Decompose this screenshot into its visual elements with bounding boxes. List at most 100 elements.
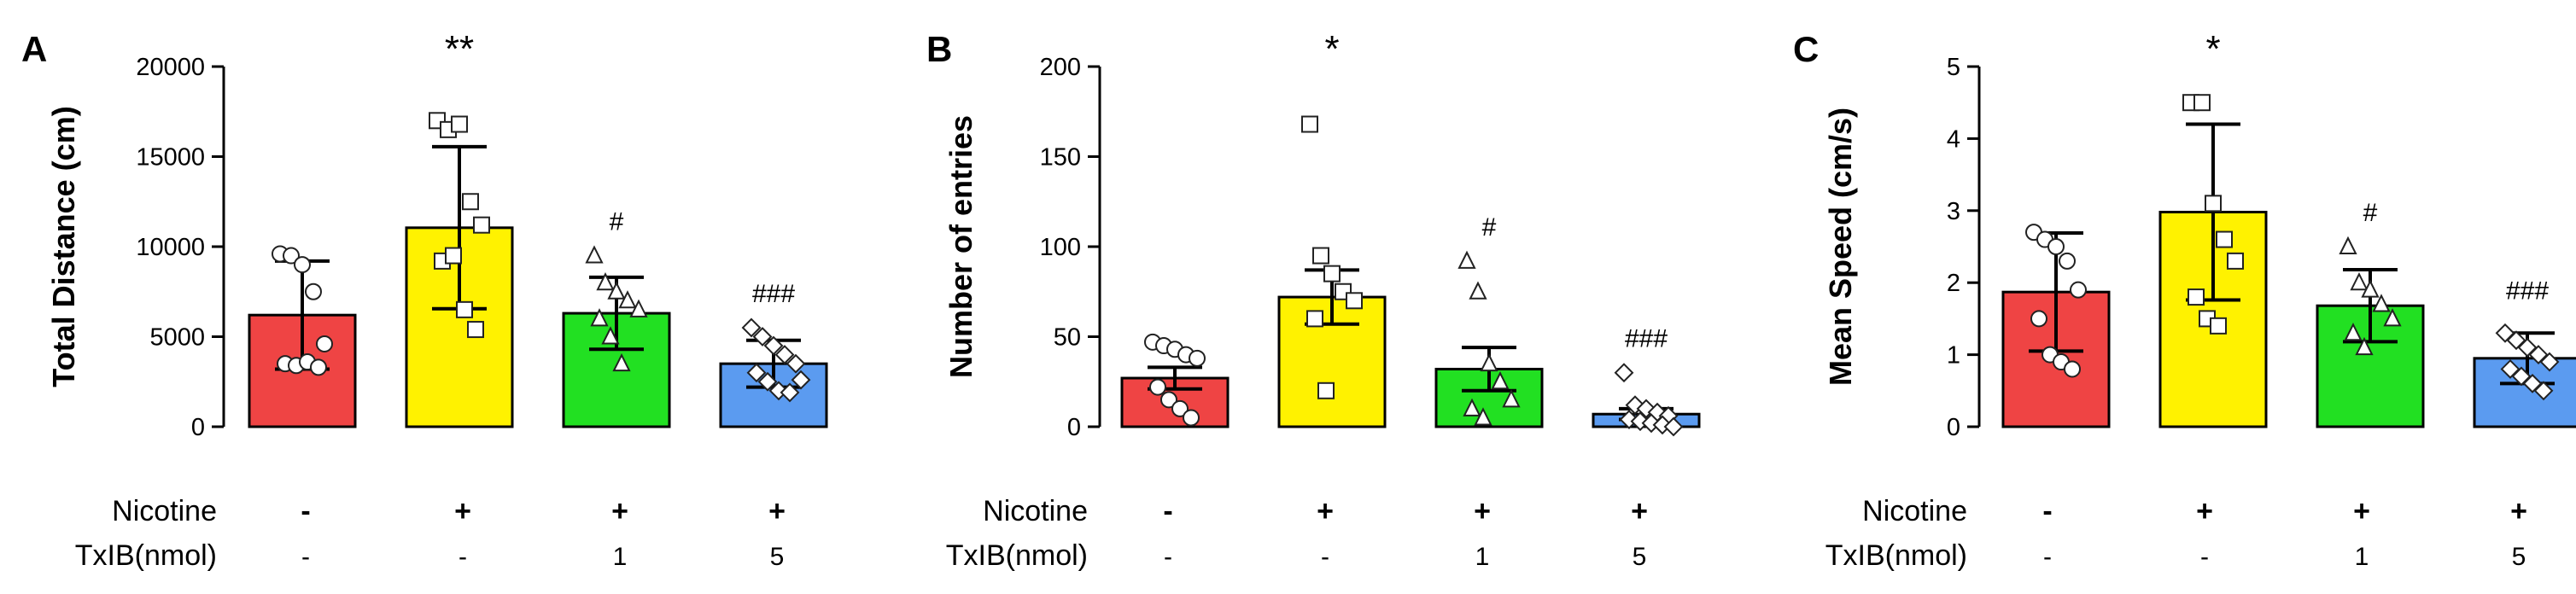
data-point [1183,409,1200,427]
nicotine-value: - [301,495,310,527]
data-point [612,352,631,372]
significance-mark: ### [752,280,795,308]
data-point [467,321,484,339]
data-point [791,370,811,390]
bar-3 [1434,367,1544,428]
data-point [596,271,615,291]
data-point [462,193,479,211]
data-point [456,300,473,318]
data-point [1346,292,1363,310]
data-point [780,382,800,403]
nicotine-value: - [2042,495,2052,527]
data-point [590,308,609,327]
data-point [1469,281,1487,300]
data-point [629,299,648,317]
nicotine-label: Nicotine [112,495,217,527]
y-axis-label: Number of entries [943,115,978,378]
data-point [2539,352,2560,372]
txib-label: TxIB(nmol) [75,539,217,572]
txib-label: TxIB(nmol) [1825,539,1967,572]
y-tick-label: 2 [1947,270,1960,297]
data-point [2064,360,2081,378]
txib-value: - [2200,543,2209,571]
data-point [305,282,322,300]
y-tick-label: 150 [1040,144,1081,172]
y-tick-label: 3 [1947,198,1960,225]
data-point [2227,252,2244,270]
data-point [746,363,767,383]
txib-value: 5 [770,543,785,571]
data-point [2361,279,2380,298]
data-point [1663,416,1684,437]
txib-value: - [301,543,310,571]
data-point [2339,236,2357,254]
data-point [2210,317,2227,335]
data-point [1171,399,1189,417]
significance-mark: ** [445,28,474,70]
txib-label: TxIB(nmol) [946,539,1088,572]
nicotine-value: + [2510,495,2527,527]
y-tick-label: 0 [1947,414,1960,441]
panel-A: A 0 5000 10000 15000 20000 Total Distance (cm)… [21,28,828,572]
txib-value: 1 [2355,543,2369,571]
y-tick-label: 50 [1054,324,1081,352]
data-point [2047,238,2065,255]
txib-value: - [1321,543,1329,571]
y-tick-label: 0 [191,414,205,441]
data-point [451,115,468,133]
data-point [2500,359,2521,379]
data-point [2344,323,2363,341]
data-point [2506,330,2526,351]
data-point [316,335,333,352]
data-point [1502,389,1521,408]
nicotine-label: Nicotine [1862,495,1967,527]
data-point [2205,195,2222,213]
txib-value: 5 [1633,543,1647,571]
data-point [2216,230,2233,248]
y-tick-label: 20000 [136,54,205,81]
significance-mark: # [2363,199,2378,227]
panel-letter: C [1793,29,1819,69]
nicotine-value: - [1163,495,1172,527]
data-point [2495,323,2515,343]
panel-letter: A [21,29,47,69]
nicotine-value: + [611,495,628,527]
data-point [2350,271,2369,291]
nicotine-value: + [2353,495,2370,527]
data-point [1312,247,1329,265]
nicotine-label: Nicotine [983,495,1088,527]
data-point [2193,94,2211,112]
data-point [1160,391,1177,409]
data-point [1614,363,1634,383]
data-point [1491,371,1510,390]
significance-mark: # [610,208,624,236]
nicotine-value: + [2196,495,2213,527]
significance-mark: ### [1625,325,1668,353]
data-point [752,327,773,346]
panel-letter: B [926,29,952,69]
significance-mark: ### [2506,277,2549,305]
y-tick-label: 200 [1040,54,1081,81]
data-point [2059,252,2076,270]
y-tick-label: 0 [1067,414,1081,441]
txib-value: - [2043,543,2052,571]
data-point [2517,337,2538,358]
data-point [1301,115,1318,133]
nicotine-value: + [454,495,471,527]
y-axis-label: Mean Speed (cm/s) [1823,108,1858,386]
y-tick-label: 4 [1947,125,1960,153]
y-tick-label: 5000 [149,324,205,352]
data-point [473,216,490,234]
data-point [2522,373,2543,393]
significance-mark: * [2205,28,2220,70]
data-point [618,290,637,309]
data-point [2372,294,2391,312]
txib-value: 5 [2512,543,2526,571]
data-point [774,345,795,365]
y-axis-label: Total Distance (cm) [46,106,81,387]
data-point [741,317,762,338]
data-point [763,335,784,356]
